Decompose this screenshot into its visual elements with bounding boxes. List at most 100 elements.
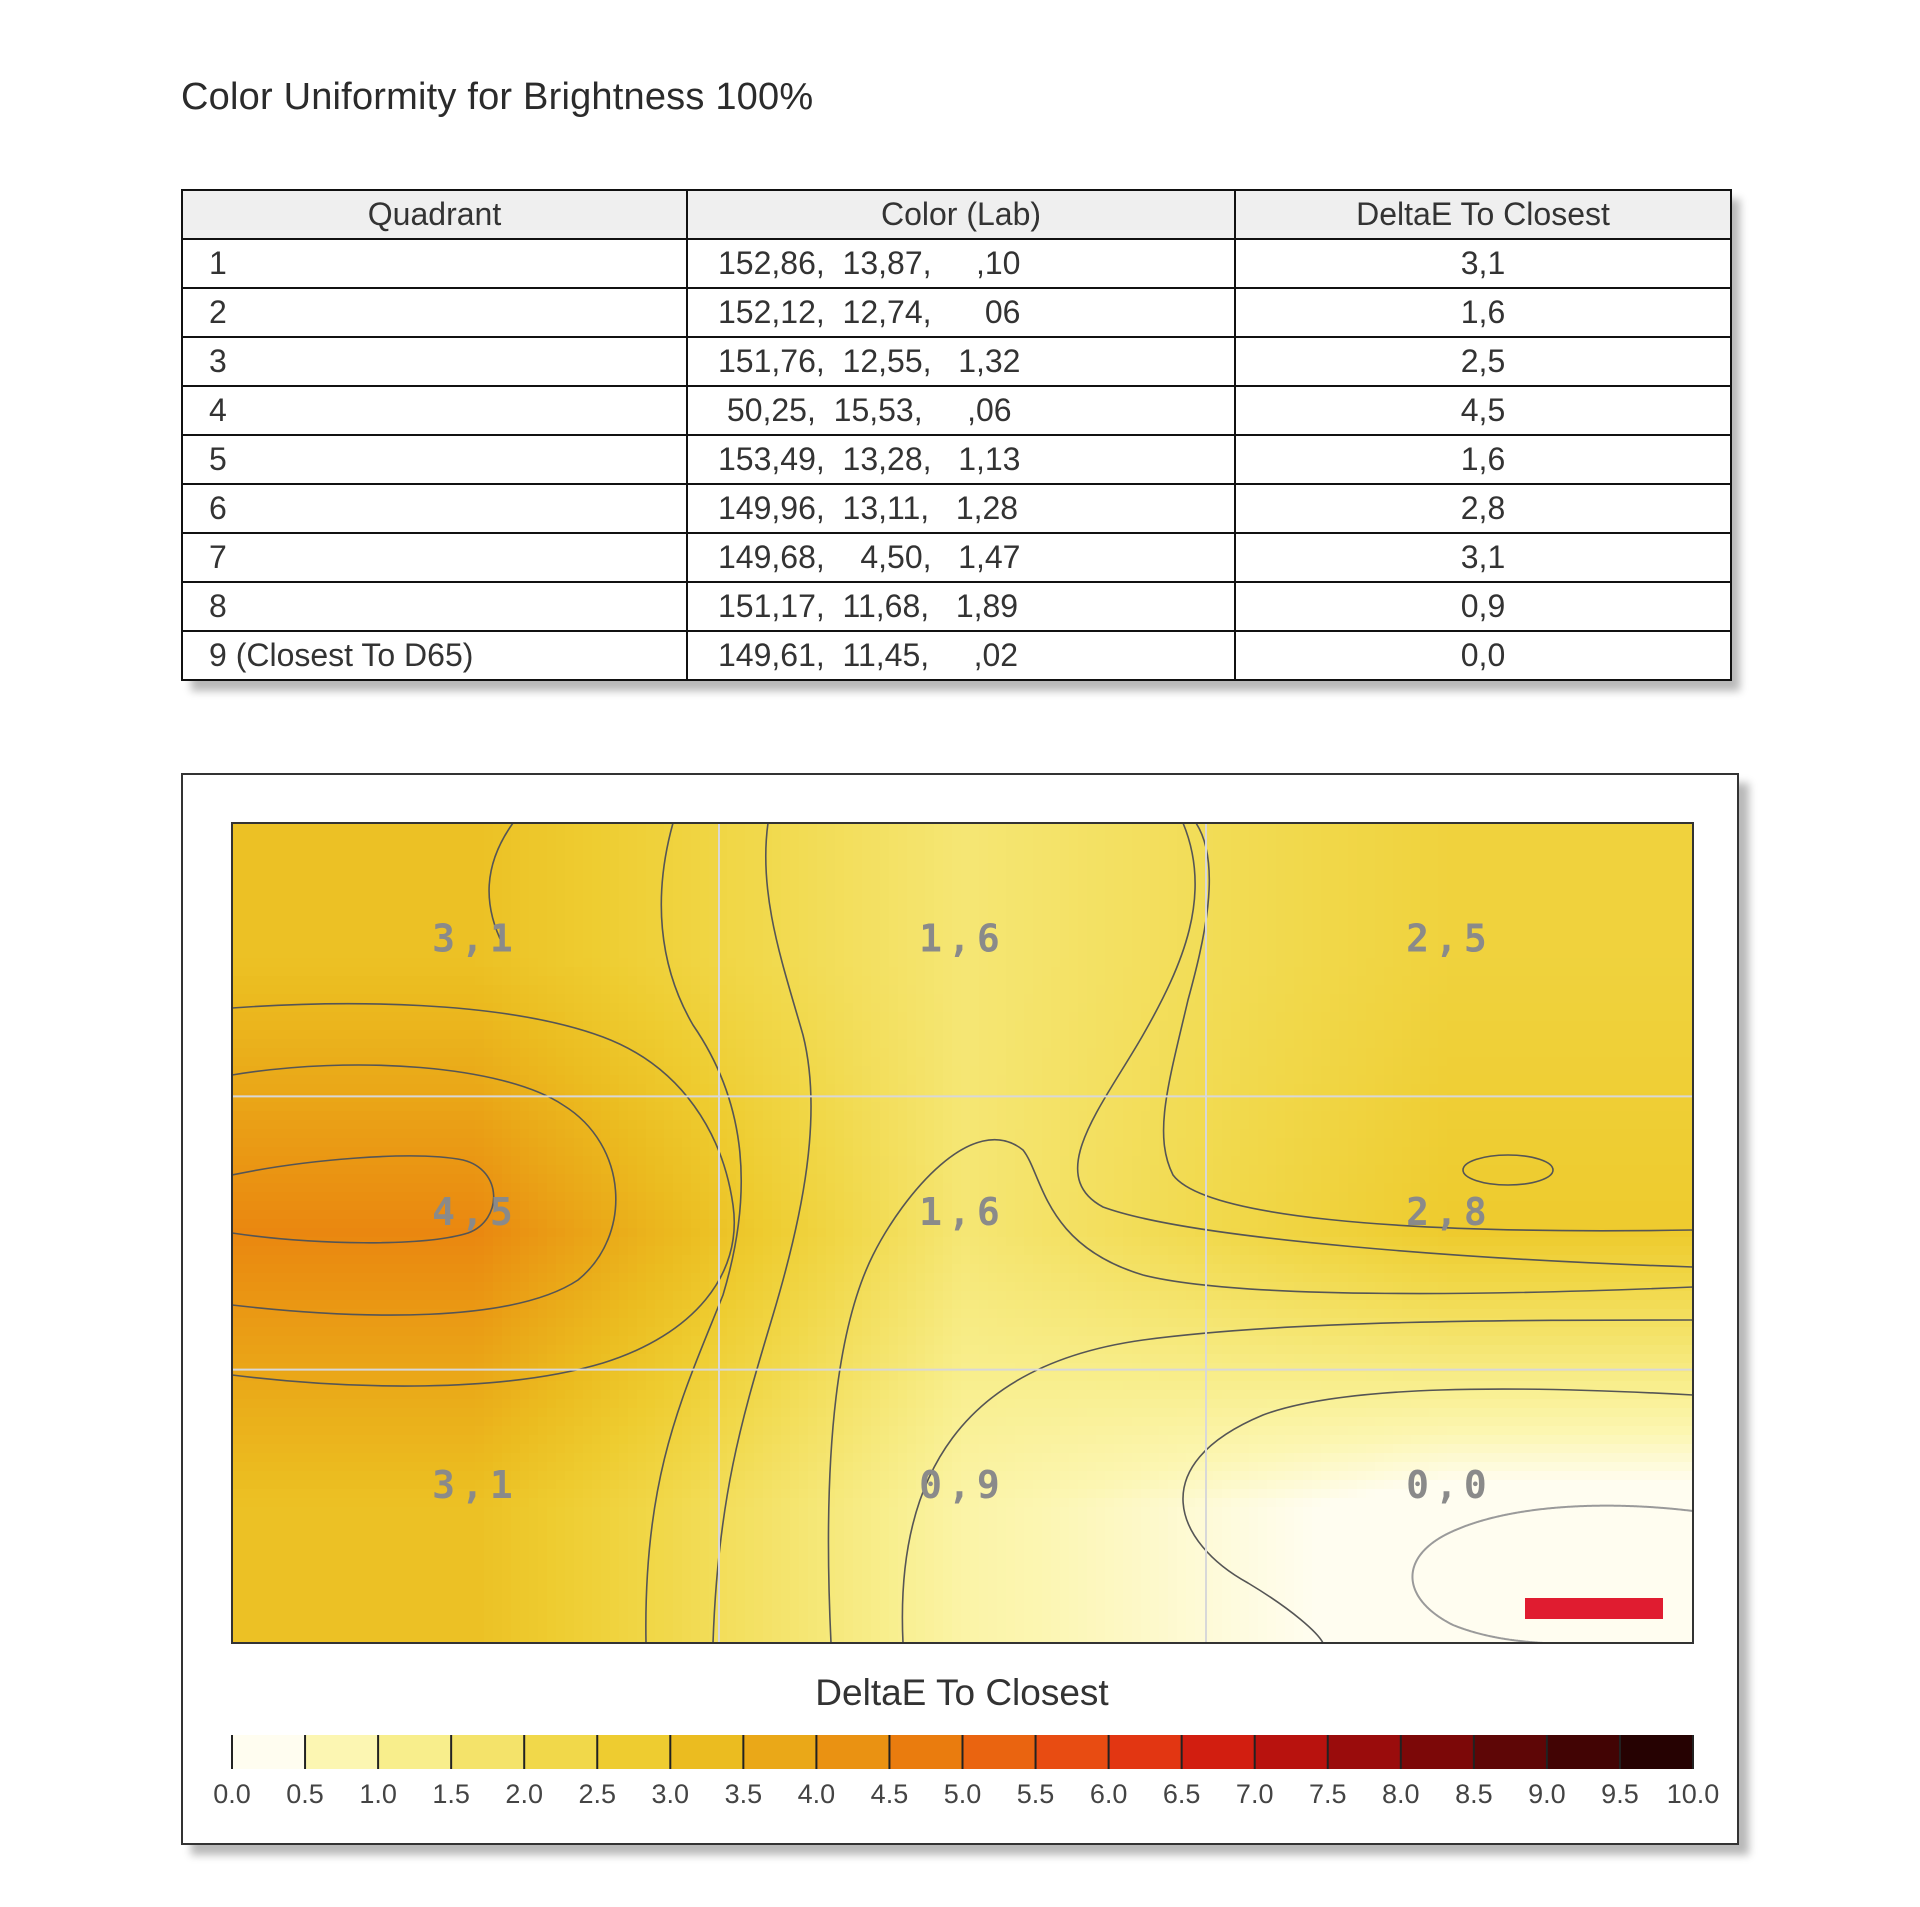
scale-tick-label: 0.0 bbox=[213, 1779, 251, 1809]
scale-tick-label: 2.5 bbox=[578, 1779, 616, 1809]
scale-tick-label: 10.0 bbox=[1667, 1779, 1720, 1809]
uniformity-map-panel: 3,1 1,6 2,5 4,5 1,6 2,8 3,1 0,9 0,0 DeltaE To Cl… bbox=[181, 773, 1739, 1845]
scale-swatch bbox=[1546, 1735, 1621, 1769]
quadrant-cell: 7 bbox=[181, 532, 688, 583]
table-row: 2 152,12, 12,74, 06 1,6 bbox=[181, 287, 1732, 338]
scale-swatch bbox=[597, 1735, 671, 1769]
quadrant-grid bbox=[232, 823, 1693, 1643]
page-title: Color Uniformity for Brightness 100% bbox=[181, 76, 814, 118]
quadrant-cell: 5 bbox=[181, 434, 688, 485]
cell-value-label: 3,1 bbox=[432, 916, 519, 960]
quadrant-cell: 4 bbox=[181, 385, 688, 436]
uniformity-heatmap: 3,1 1,6 2,5 4,5 1,6 2,8 3,1 0,9 0,0 DeltaE To Cl… bbox=[213, 822, 1719, 1809]
column-header-color-lab: Color (Lab) bbox=[686, 189, 1236, 240]
scale-swatch bbox=[1327, 1735, 1402, 1769]
deltae-cell: 0,0 bbox=[1234, 630, 1732, 681]
scale-swatch bbox=[451, 1735, 525, 1769]
cell-value-label: 2,8 bbox=[1406, 1190, 1493, 1234]
scale-title: DeltaE To Closest bbox=[815, 1672, 1109, 1713]
cell-value-label: 3,1 bbox=[432, 1463, 519, 1507]
lab-cell: 152,86, 13,87, ,10 bbox=[686, 238, 1236, 289]
lab-cell: 151,76, 12,55, 1,32 bbox=[686, 336, 1236, 387]
deltae-cell: 3,1 bbox=[1234, 532, 1732, 583]
deltae-cell: 1,6 bbox=[1234, 287, 1732, 338]
lab-cell: 149,68, 4,50, 1,47 bbox=[686, 532, 1236, 583]
scale-swatch bbox=[816, 1735, 890, 1769]
scale-tick-label: 7.0 bbox=[1236, 1779, 1274, 1809]
scale-tick-label: 6.0 bbox=[1090, 1779, 1128, 1809]
quadrant-cell: 1 bbox=[181, 238, 688, 289]
scale-swatch bbox=[305, 1735, 379, 1769]
closest-region-outline bbox=[1411, 1504, 1693, 1643]
deltae-cell: 2,8 bbox=[1234, 483, 1732, 534]
scale-swatch bbox=[524, 1735, 598, 1769]
lab-cell: 151,17, 11,68, 1,89 bbox=[686, 581, 1236, 632]
table-row: 6 149,96, 13,11, 1,28 2,8 bbox=[181, 483, 1732, 534]
scale-swatch bbox=[1254, 1735, 1329, 1769]
table-row: 7 149,68, 4,50, 1,47 3,1 bbox=[181, 532, 1732, 583]
table-row: 4 50,25, 15,53, ,06 4,5 bbox=[181, 385, 1732, 436]
lab-cell: 152,12, 12,74, 06 bbox=[686, 287, 1236, 338]
table-header-row: Quadrant Color (Lab) DeltaE To Closest bbox=[181, 189, 1732, 240]
scale-swatch bbox=[1400, 1735, 1475, 1769]
scale-swatch bbox=[670, 1735, 744, 1769]
scale-tick-label: 9.5 bbox=[1601, 1779, 1639, 1809]
scale-swatch bbox=[232, 1735, 306, 1769]
plot-border bbox=[231, 822, 1694, 1644]
cell-labels: 3,1 1,6 2,5 4,5 1,6 2,8 3,1 0,9 0,0 bbox=[432, 916, 1493, 1507]
table-row: 9 (Closest To D65) 149,61, 11,45, ,02 0,… bbox=[181, 630, 1732, 681]
deltae-cell: 2,5 bbox=[1234, 336, 1732, 387]
scale-swatch bbox=[1108, 1735, 1183, 1769]
scale-swatch bbox=[1473, 1735, 1548, 1769]
scale-tick-label: 1.5 bbox=[432, 1779, 470, 1809]
scale-tick-label: 1.0 bbox=[359, 1779, 397, 1809]
scale-tick-label: 4.5 bbox=[871, 1779, 909, 1809]
cell-value-label: 4,5 bbox=[432, 1190, 519, 1234]
contour-lines bbox=[232, 823, 1693, 1643]
color-scale-bar: 0.0 0.5 1.0 1.5 2.0 2.5 3.0 3.5 4.0 4.5 5.0 5.5 6.0 6… bbox=[213, 1735, 1719, 1809]
quadrant-cell: 3 bbox=[181, 336, 688, 387]
scale-tick-label: 4.0 bbox=[798, 1779, 836, 1809]
table-row: 5 153,49, 13,28, 1,13 1,6 bbox=[181, 434, 1732, 485]
scale-tick-label: 9.0 bbox=[1528, 1779, 1566, 1809]
cell-value-label: 0,9 bbox=[919, 1463, 1006, 1507]
scale-tick-label: 3.5 bbox=[725, 1779, 763, 1809]
scale-tick-label: 5.0 bbox=[944, 1779, 982, 1809]
cell-value-label: 2,5 bbox=[1406, 916, 1493, 960]
scale-tick-label: 3.0 bbox=[652, 1779, 690, 1809]
cell-value-label: 1,6 bbox=[919, 1190, 1006, 1234]
scale-tick-label: 7.5 bbox=[1309, 1779, 1347, 1809]
uniformity-table: Quadrant Color (Lab) DeltaE To Closest 1… bbox=[181, 189, 1732, 681]
quadrant-cell: 2 bbox=[181, 287, 688, 338]
scale-tick-label: 2.0 bbox=[505, 1779, 543, 1809]
lab-cell: 153,49, 13,28, 1,13 bbox=[686, 434, 1236, 485]
cell-value-label: 0,0 bbox=[1406, 1463, 1493, 1507]
scale-tick-label: 0.5 bbox=[286, 1779, 324, 1809]
scale-swatch bbox=[1181, 1735, 1256, 1769]
table-row: 8 151,17, 11,68, 1,89 0,9 bbox=[181, 581, 1732, 632]
scale-swatch bbox=[889, 1735, 963, 1769]
scale-tick-label: 5.5 bbox=[1017, 1779, 1055, 1809]
quadrant-cell: 9 (Closest To D65) bbox=[181, 630, 688, 681]
scale-tick-label: 6.5 bbox=[1163, 1779, 1201, 1809]
deltae-cell: 0,9 bbox=[1234, 581, 1732, 632]
deltae-cell: 1,6 bbox=[1234, 434, 1732, 485]
scale-tick-label: 8.5 bbox=[1455, 1779, 1493, 1809]
lab-cell: 50,25, 15,53, ,06 bbox=[686, 385, 1236, 436]
quadrant-cell: 8 bbox=[181, 581, 688, 632]
scale-swatch bbox=[378, 1735, 452, 1769]
table-row: 3 151,76, 12,55, 1,32 2,5 bbox=[181, 336, 1732, 387]
closest-marker bbox=[1525, 1598, 1663, 1619]
scale-swatch bbox=[1619, 1735, 1694, 1769]
scale-tick-label: 8.0 bbox=[1382, 1779, 1420, 1809]
deltae-cell: 3,1 bbox=[1234, 238, 1732, 289]
lab-cell: 149,96, 13,11, 1,28 bbox=[686, 483, 1236, 534]
column-header-deltae: DeltaE To Closest bbox=[1234, 189, 1732, 240]
scale-swatch bbox=[1035, 1735, 1110, 1769]
quadrant-cell: 6 bbox=[181, 483, 688, 534]
column-header-quadrant: Quadrant bbox=[181, 189, 688, 240]
lab-cell: 149,61, 11,45, ,02 bbox=[686, 630, 1236, 681]
cell-value-label: 1,6 bbox=[919, 916, 1006, 960]
table-row: 1 152,86, 13,87, ,10 3,1 bbox=[181, 238, 1732, 289]
scale-swatch bbox=[743, 1735, 817, 1769]
